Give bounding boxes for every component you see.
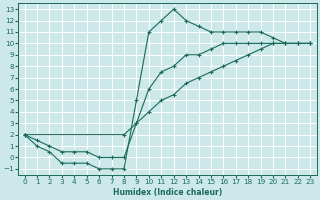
X-axis label: Humidex (Indice chaleur): Humidex (Indice chaleur) (113, 188, 222, 197)
